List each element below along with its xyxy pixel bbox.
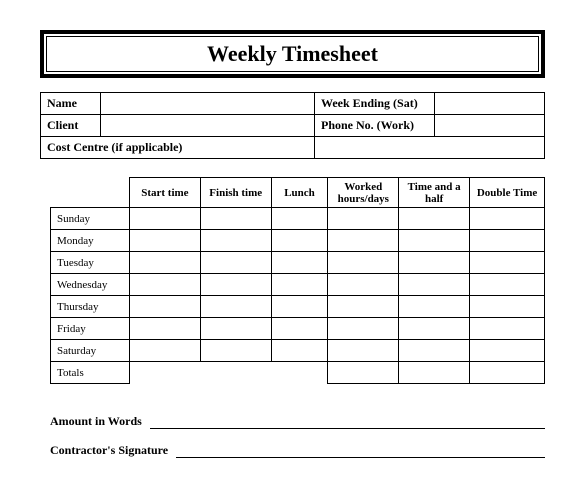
timesheet-document: Weekly Timesheet Name Week Ending (Sat) … — [0, 0, 585, 492]
cell[interactable] — [200, 230, 271, 252]
day-label: Sunday — [51, 208, 130, 230]
cell[interactable] — [399, 230, 470, 252]
ts-header-row: Start time Finish time Lunch Worked hour… — [51, 178, 545, 208]
cell[interactable] — [470, 318, 545, 340]
title-bar: Weekly Timesheet — [40, 30, 545, 78]
cell[interactable] — [271, 274, 328, 296]
cell[interactable] — [328, 230, 399, 252]
cell[interactable] — [271, 252, 328, 274]
signature-row: Contractor's Signature — [40, 443, 545, 458]
totals-time-half[interactable] — [399, 362, 470, 384]
cell[interactable] — [470, 296, 545, 318]
cell[interactable] — [328, 252, 399, 274]
totals-blank — [271, 362, 328, 384]
cell[interactable] — [200, 318, 271, 340]
ts-corner — [51, 178, 130, 208]
client-label: Client — [41, 115, 101, 137]
info-row-costcentre: Cost Centre (if applicable) — [41, 137, 545, 159]
col-start-time: Start time — [129, 178, 200, 208]
col-finish-time: Finish time — [200, 178, 271, 208]
cell[interactable] — [328, 340, 399, 362]
phone-label: Phone No. (Work) — [315, 115, 435, 137]
cell[interactable] — [328, 274, 399, 296]
cell[interactable] — [200, 296, 271, 318]
cost-centre-label: Cost Centre (if applicable) — [41, 137, 315, 159]
day-label: Tuesday — [51, 252, 130, 274]
cell[interactable] — [129, 296, 200, 318]
ts-row-totals: Totals — [51, 362, 545, 384]
cell[interactable] — [129, 274, 200, 296]
week-ending-label: Week Ending (Sat) — [315, 93, 435, 115]
name-value[interactable] — [101, 93, 315, 115]
phone-value[interactable] — [435, 115, 545, 137]
client-value[interactable] — [101, 115, 315, 137]
cell[interactable] — [129, 208, 200, 230]
cell[interactable] — [470, 252, 545, 274]
cell[interactable] — [271, 296, 328, 318]
ts-row-wednesday: Wednesday — [51, 274, 545, 296]
day-label: Monday — [51, 230, 130, 252]
name-label: Name — [41, 93, 101, 115]
week-ending-value[interactable] — [435, 93, 545, 115]
cell[interactable] — [129, 230, 200, 252]
col-time-half: Time and a half — [399, 178, 470, 208]
cell[interactable] — [399, 318, 470, 340]
amount-line[interactable] — [150, 415, 545, 429]
day-label: Saturday — [51, 340, 130, 362]
cell[interactable] — [470, 208, 545, 230]
cell[interactable] — [271, 208, 328, 230]
signature-line[interactable] — [176, 444, 545, 458]
cell[interactable] — [399, 252, 470, 274]
cell[interactable] — [399, 296, 470, 318]
totals-label: Totals — [51, 362, 130, 384]
cost-centre-label-text: Cost Centre (if applicable) — [47, 140, 182, 154]
cell[interactable] — [399, 274, 470, 296]
amount-label: Amount in Words — [50, 414, 142, 429]
col-double-time: Double Time — [470, 178, 545, 208]
cell[interactable] — [129, 318, 200, 340]
col-worked: Worked hours/days — [328, 178, 399, 208]
ts-row-saturday: Saturday — [51, 340, 545, 362]
cell[interactable] — [200, 274, 271, 296]
cell[interactable] — [129, 252, 200, 274]
cell[interactable] — [399, 208, 470, 230]
totals-blank — [129, 362, 200, 384]
info-table: Name Week Ending (Sat) Client Phone No. … — [40, 92, 545, 159]
amount-in-words-row: Amount in Words — [40, 414, 545, 429]
cell[interactable] — [200, 252, 271, 274]
cell[interactable] — [328, 296, 399, 318]
col-lunch: Lunch — [271, 178, 328, 208]
cell[interactable] — [470, 230, 545, 252]
signature-label: Contractor's Signature — [50, 443, 168, 458]
totals-double[interactable] — [470, 362, 545, 384]
cell[interactable] — [399, 340, 470, 362]
cell[interactable] — [200, 208, 271, 230]
totals-blank — [200, 362, 271, 384]
day-label: Friday — [51, 318, 130, 340]
cell[interactable] — [470, 340, 545, 362]
ts-row-monday: Monday — [51, 230, 545, 252]
cell[interactable] — [328, 318, 399, 340]
cell[interactable] — [271, 230, 328, 252]
cell[interactable] — [271, 318, 328, 340]
info-row-name: Name Week Ending (Sat) — [41, 93, 545, 115]
ts-row-tuesday: Tuesday — [51, 252, 545, 274]
cost-centre-value[interactable] — [315, 137, 545, 159]
cell[interactable] — [129, 340, 200, 362]
info-row-client: Client Phone No. (Work) — [41, 115, 545, 137]
cell[interactable] — [470, 274, 545, 296]
day-label: Thursday — [51, 296, 130, 318]
timesheet-table: Start time Finish time Lunch Worked hour… — [50, 177, 545, 384]
totals-worked[interactable] — [328, 362, 399, 384]
page-title: Weekly Timesheet — [46, 36, 539, 72]
cell[interactable] — [328, 208, 399, 230]
day-label: Wednesday — [51, 274, 130, 296]
ts-row-friday: Friday — [51, 318, 545, 340]
cell[interactable] — [271, 340, 328, 362]
ts-row-thursday: Thursday — [51, 296, 545, 318]
cell[interactable] — [200, 340, 271, 362]
ts-row-sunday: Sunday — [51, 208, 545, 230]
